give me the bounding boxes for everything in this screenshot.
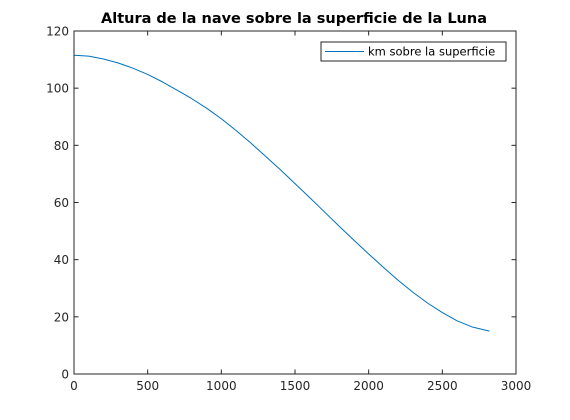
plot-area <box>74 31 516 374</box>
x-tick-label: 1500 <box>280 379 311 393</box>
y-tick-label: 0 <box>61 368 69 382</box>
x-tick-label: 2500 <box>427 379 458 393</box>
y-tick-label: 60 <box>54 196 69 210</box>
y-tick-label: 100 <box>46 82 69 96</box>
x-tick-label: 2000 <box>353 379 384 393</box>
legend: km sobre la superficie <box>320 41 507 62</box>
series-line-altura <box>73 54 490 332</box>
chart-title: Altura de la nave sobre la superficie de… <box>101 11 487 27</box>
x-tick-label: 3000 <box>501 379 532 393</box>
plot-border <box>73 30 517 375</box>
y-tick-label: 120 <box>46 25 69 39</box>
series-group <box>73 54 490 332</box>
x-tick-label: 1000 <box>206 379 237 393</box>
x-tick-label: 500 <box>136 379 159 393</box>
x-tick-label: 0 <box>70 379 78 393</box>
y-tick-label: 20 <box>54 310 69 324</box>
y-tick-label: 40 <box>54 253 69 267</box>
y-tick-label: 80 <box>54 139 69 153</box>
legend-box <box>320 41 507 62</box>
legend-entry-label: km sobre la superficie <box>368 45 495 59</box>
axis-tick-labels: 0 500 1000 1500 2000 2500 3000 0 20 40 60 80 100 120 <box>46 25 531 394</box>
